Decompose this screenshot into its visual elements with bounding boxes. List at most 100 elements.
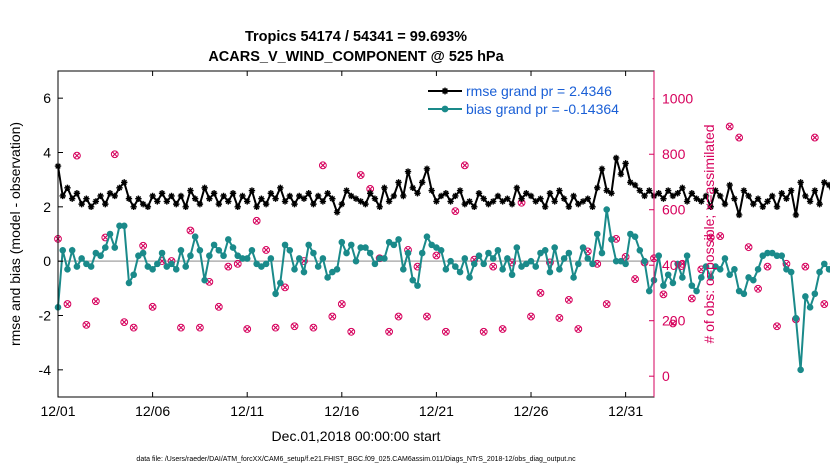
obs-assimilated-point (386, 329, 392, 335)
left-tick-label: -4 (39, 362, 52, 378)
bias-point (404, 249, 412, 257)
rmse-point (537, 195, 544, 202)
rmse-point (267, 190, 275, 197)
bias-point (111, 244, 119, 251)
rmse-point (584, 195, 591, 202)
bias-point (286, 247, 294, 254)
obs-possible-point (91, 297, 100, 306)
bias-point (655, 252, 663, 260)
obs-assimilated-point (717, 233, 724, 239)
obs-possible-point (82, 320, 91, 329)
rmse-point (177, 192, 185, 200)
obs-assimilated-point (632, 276, 638, 282)
obs-possible-point (735, 133, 744, 142)
bias-point (187, 252, 194, 260)
rmse-point (419, 179, 426, 186)
bias-point (196, 247, 204, 254)
bias-point (598, 249, 606, 257)
obs-assimilated-point (310, 324, 317, 331)
bias-point (423, 233, 431, 241)
bias-point (820, 260, 828, 268)
rmse-point (447, 198, 454, 205)
bias-point (461, 255, 469, 262)
obs-possible-point (271, 323, 280, 332)
rmse-point (395, 179, 402, 186)
obs-assimilated-point (339, 301, 345, 307)
bias-point (816, 268, 823, 276)
bias-point (220, 252, 227, 260)
bias-point (333, 266, 341, 273)
obs-possible-point (129, 323, 138, 332)
bias-point (310, 249, 317, 257)
rmse-point (759, 203, 766, 211)
rmse-point (366, 190, 374, 197)
obs-assimilated-point (812, 134, 818, 141)
obs-assimilated-point (64, 301, 71, 307)
obs-assimilated-point (736, 134, 742, 141)
bias-point (622, 260, 629, 268)
rmse-point (825, 181, 830, 189)
rmse-point (499, 198, 506, 205)
bias-point (556, 266, 563, 273)
bias-point (418, 249, 426, 257)
rmse-point (489, 198, 497, 205)
obs-assimilated-point (83, 322, 90, 328)
rmse-point (229, 190, 237, 197)
bias-point (608, 236, 615, 243)
bias-point (229, 244, 237, 251)
rmse-point (778, 190, 785, 197)
rmse-point (244, 198, 251, 205)
rmse-point (617, 171, 625, 178)
rmse-point (664, 187, 672, 194)
bias-point (319, 255, 327, 262)
bias-point (201, 276, 208, 284)
bias-point (698, 274, 705, 281)
rmse-point (717, 192, 724, 200)
left-tick-label: -2 (39, 308, 52, 324)
x-tick-label: 12/16 (324, 403, 359, 419)
bias-point (381, 255, 388, 262)
rmse-point (111, 192, 118, 200)
rmse-point (121, 179, 128, 186)
obs-possible-point (801, 262, 810, 271)
rmse-point (139, 200, 147, 208)
obs-possible-point (479, 327, 488, 336)
bias-point (206, 252, 213, 260)
rmse-point (745, 192, 752, 200)
rmse-point (480, 195, 487, 202)
rmse-point (404, 168, 412, 175)
obs-assimilated-point (490, 263, 496, 270)
left-tick-label: 6 (43, 90, 51, 106)
rmse-point (702, 192, 710, 200)
bias-point (693, 287, 700, 295)
rmse-point (423, 165, 431, 172)
obs-possible-point (489, 262, 498, 271)
obs-assimilated-point (433, 252, 440, 259)
obs-assimilated-point (244, 326, 250, 332)
bias-point (414, 282, 421, 289)
obs-possible-point (356, 171, 365, 179)
legend-label: rmse grand pr = 2.4346 (466, 83, 612, 99)
rmse-point (579, 198, 587, 205)
obs-possible-point (110, 150, 119, 159)
obs-assimilated-point (462, 162, 468, 169)
rmse-point (78, 200, 85, 208)
rmse-point (248, 187, 256, 194)
rmse-point (797, 179, 804, 186)
bias-point (300, 268, 308, 276)
rmse-point (324, 190, 331, 197)
obs-possible-point (754, 284, 762, 293)
right-tick-label: 800 (662, 146, 686, 162)
obs-assimilated-point (395, 313, 402, 320)
rmse-point (787, 187, 795, 194)
obs-possible-point (423, 312, 431, 321)
legend-label: bias grand pr = -0.14364 (466, 101, 619, 117)
obs-assimilated-point (755, 286, 761, 292)
obs-assimilated-point (424, 313, 430, 320)
bias-point (485, 249, 492, 257)
bias-point (158, 249, 166, 257)
obs-possible-point (224, 262, 233, 271)
bias-point (338, 238, 346, 246)
bias-point (636, 247, 644, 254)
obs-possible-point (432, 251, 441, 260)
